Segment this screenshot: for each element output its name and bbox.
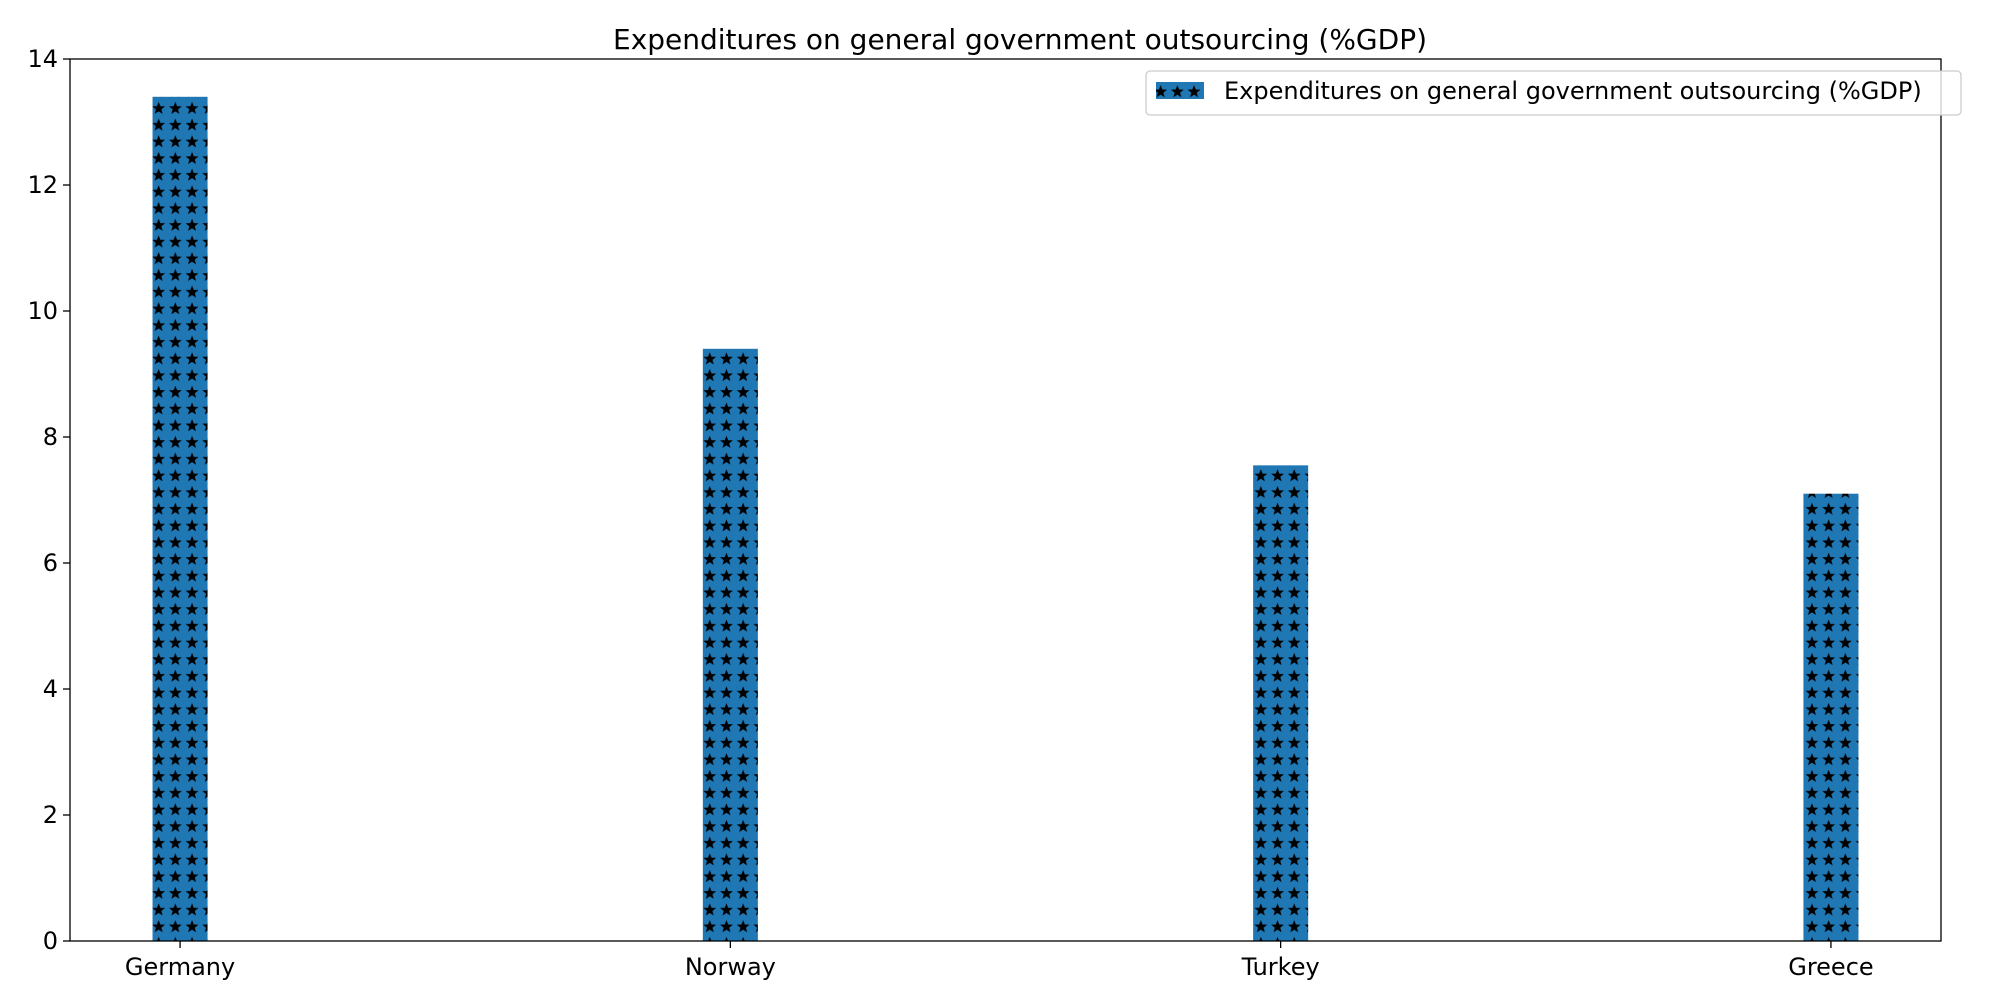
x-tick-label-greece: Greece — [1788, 953, 1873, 981]
plot-area — [69, 58, 1942, 942]
plot-background — [70, 59, 1941, 941]
y-tick-label: 14 — [27, 45, 58, 73]
y-tick-label: 0 — [43, 927, 58, 955]
y-tick-label: 2 — [43, 801, 58, 829]
x-axis: Germany Norway Turkey Greece — [125, 941, 1874, 981]
bar-greece — [1803, 493, 1859, 941]
x-tick-label-norway: Norway — [685, 953, 776, 981]
y-tick-label: 10 — [27, 297, 58, 325]
bar-germany — [152, 96, 208, 942]
plot-frame — [69, 58, 1942, 942]
chart-title: Expenditures on general government outso… — [613, 23, 1427, 56]
legend: Expenditures on general government outso… — [1145, 70, 1962, 116]
y-tick-label: 12 — [27, 171, 58, 199]
y-tick-label: 4 — [43, 675, 58, 703]
y-tick-label: 6 — [43, 549, 58, 577]
bars-group — [152, 96, 1859, 942]
y-axis: 0 2 4 6 8 10 12 14 — [27, 45, 70, 955]
y-tick-label: 8 — [43, 423, 58, 451]
legend-swatch — [1156, 82, 1204, 99]
legend-label: Expenditures on general government outso… — [1224, 77, 1922, 105]
legend-box — [1145, 70, 1962, 116]
x-tick-label-germany: Germany — [125, 953, 235, 981]
bar-turkey — [1253, 465, 1309, 941]
x-tick-label-turkey: Turkey — [1241, 953, 1320, 981]
bar-norway — [702, 348, 758, 941]
